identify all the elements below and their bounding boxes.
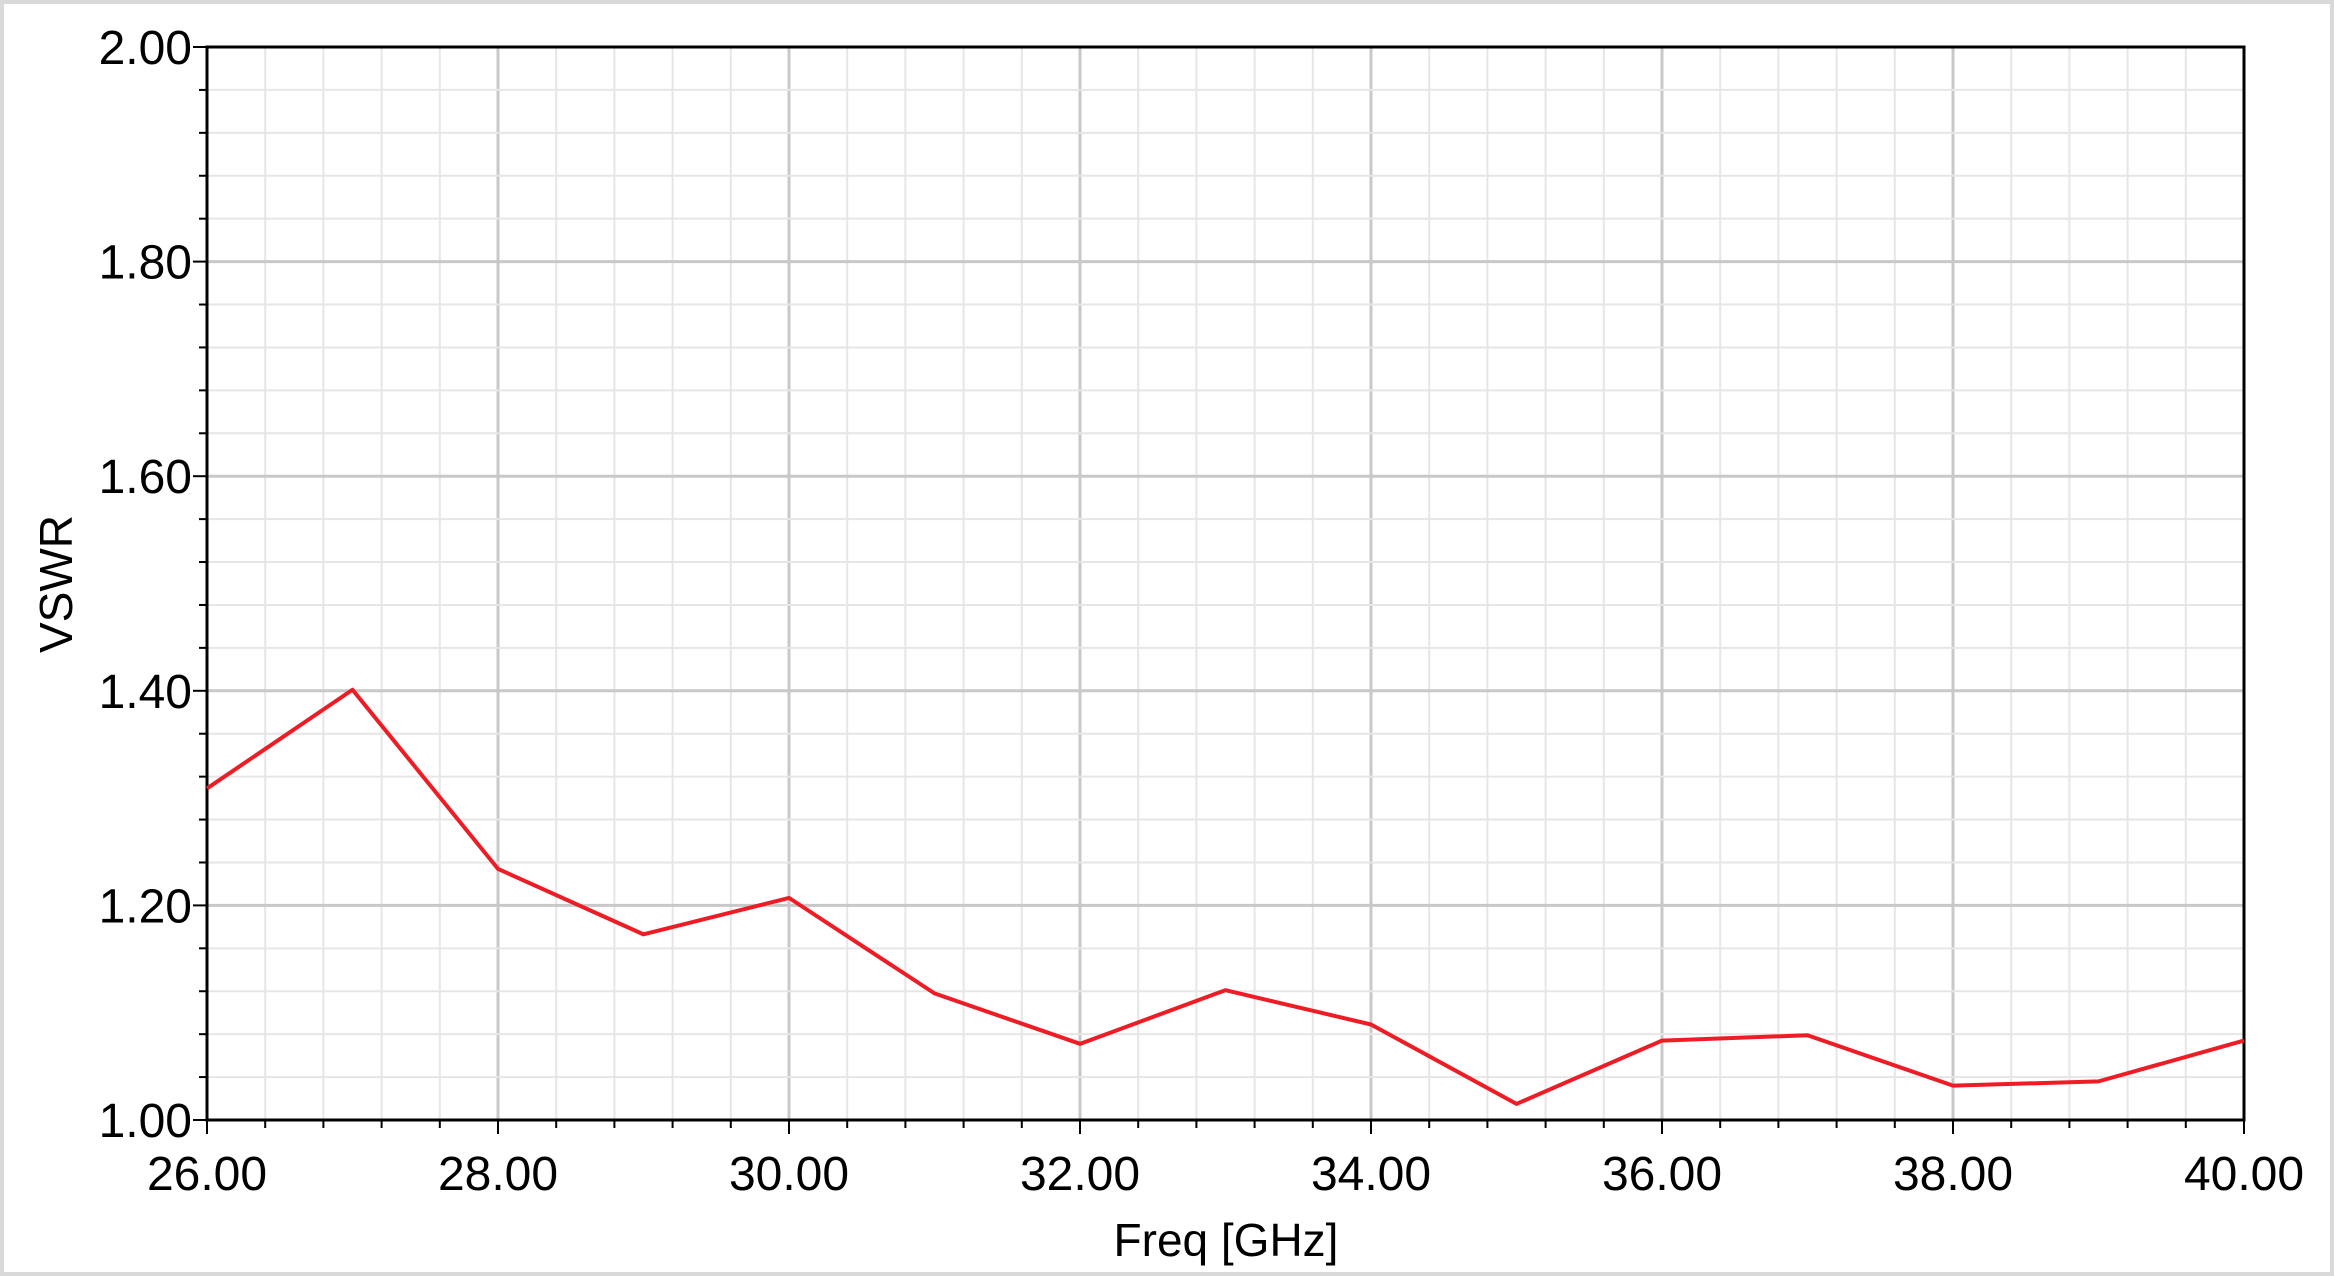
x-tick-label: 38.00	[1893, 1148, 2013, 1201]
x-tick-label: 30.00	[729, 1148, 849, 1201]
x-tick-label: 26.00	[147, 1148, 267, 1201]
x-axis-title: Freq [GHz]	[1114, 1214, 1339, 1266]
y-axis-title: VSWR	[30, 515, 82, 653]
ticks	[193, 46, 2245, 1134]
y-tick-label: 1.40	[99, 666, 192, 719]
x-tick-label: 40.00	[2184, 1148, 2304, 1201]
x-tick-label: 34.00	[1311, 1148, 1431, 1201]
y-tick-label: 1.00	[99, 1095, 192, 1148]
series-layer	[205, 687, 2245, 1106]
y-tick-label: 1.80	[99, 237, 192, 290]
grid	[207, 47, 2244, 1120]
y-tick-label: 2.00	[99, 22, 192, 75]
x-tick-label: 28.00	[438, 1148, 558, 1201]
y-tick-label: 1.20	[99, 880, 192, 933]
x-tick-label: 32.00	[1020, 1148, 1140, 1201]
tick-labels: 26.00 28.00 30.00 32.00 34.00 36.00 38.00 40.00…	[99, 22, 2304, 1201]
y-tick-label: 1.60	[99, 451, 192, 504]
plot-border	[205, 45, 2246, 1122]
vswr-line	[205, 687, 2245, 1106]
x-tick-label: 36.00	[1602, 1148, 1722, 1201]
